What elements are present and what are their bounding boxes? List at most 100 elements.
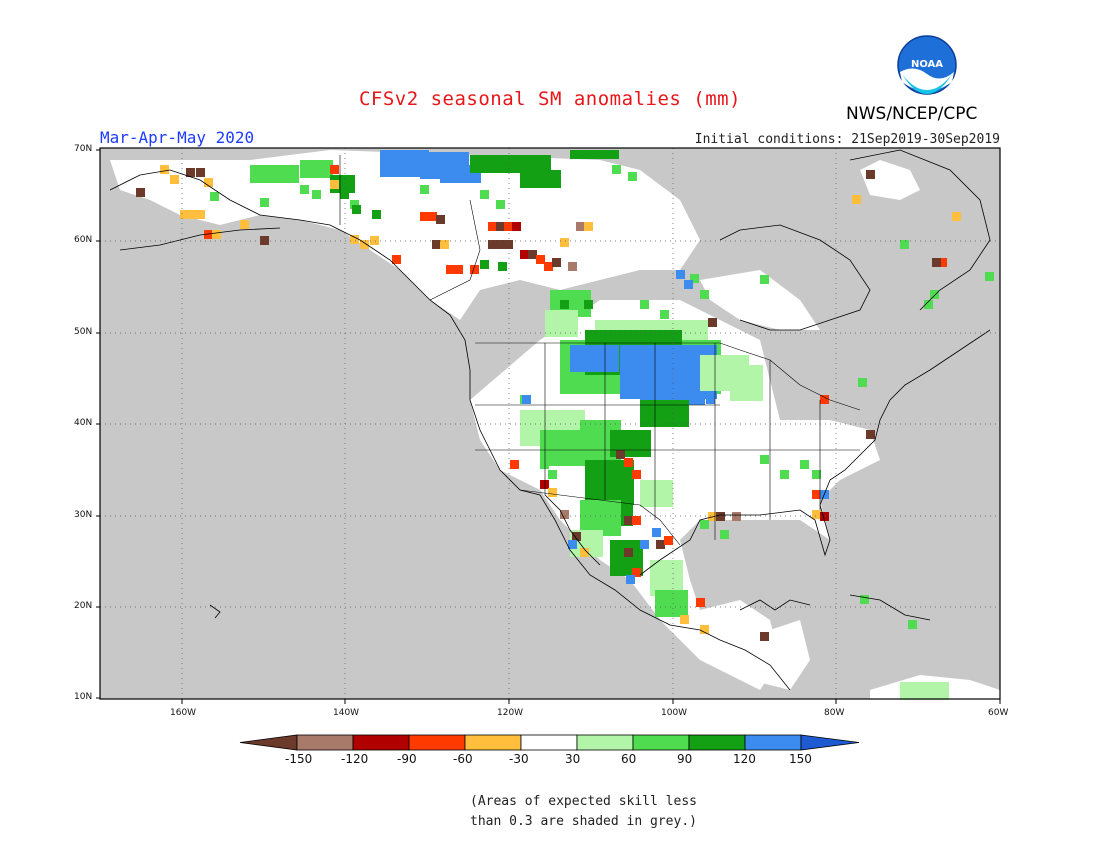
anomaly-cell (600, 376, 609, 385)
anomaly-cell (618, 558, 627, 567)
anomaly-cell (700, 382, 709, 391)
anomaly-cell (634, 549, 643, 558)
anomaly-cell (568, 385, 577, 394)
anomaly-cell (657, 330, 666, 339)
lat-label: 50N (74, 327, 93, 337)
anomaly-cell (136, 188, 145, 197)
anomaly-cell (596, 518, 605, 527)
anomaly-cell (593, 478, 602, 487)
anomaly-cell (564, 457, 573, 466)
anomaly-cell (708, 345, 717, 354)
anomaly-cell (601, 330, 610, 339)
anomaly-cell (456, 174, 465, 183)
anomaly-cell (664, 498, 673, 507)
anomaly-cell (691, 329, 700, 338)
anomaly-cell (486, 155, 495, 164)
anomaly-cell (240, 220, 249, 229)
colorbar-swatch (352, 734, 410, 751)
anomaly-cell (496, 240, 505, 249)
anomaly-cell (625, 330, 634, 339)
anomaly-cell (494, 155, 503, 164)
anomaly-cell (548, 448, 557, 457)
anomaly-cell (388, 159, 397, 168)
anomaly-cell (634, 439, 643, 448)
anomaly-cell (604, 518, 613, 527)
anomaly-cell (544, 410, 553, 419)
lon-label: 140W (333, 708, 360, 718)
anomaly-cell (502, 155, 511, 164)
anomaly-cell (330, 175, 339, 184)
anomaly-cell (528, 428, 537, 437)
anomaly-cell (690, 274, 699, 283)
anomaly-cell (932, 258, 941, 267)
anomaly-cell (680, 418, 689, 427)
anomaly-cell (572, 457, 581, 466)
colorbar-label: 30 (565, 752, 581, 766)
initial-conditions-label: Initial conditions: 21Sep2019-30Sep2019 (694, 132, 1000, 147)
anomaly-cell (676, 370, 685, 379)
anomaly-cell (636, 345, 645, 354)
anomaly-cell (569, 328, 578, 337)
anomaly-cell (560, 367, 569, 376)
anomaly-cell (712, 340, 721, 349)
anomaly-cell (536, 170, 545, 179)
anomaly-cell (540, 480, 549, 489)
anomaly-cell (596, 500, 605, 509)
anomaly-cell (652, 354, 661, 363)
colorbar-swatch (576, 734, 634, 751)
anomaly-cell (520, 179, 529, 188)
anomaly-cell (724, 382, 733, 391)
anomaly-cell (609, 478, 618, 487)
anomaly-cell (664, 418, 673, 427)
anomaly-cell (700, 345, 709, 354)
anomaly-cell (593, 469, 602, 478)
anomaly-cell (760, 275, 769, 284)
anomaly-cell (584, 385, 593, 394)
anomaly-cell (360, 240, 369, 249)
anomaly-cell (586, 354, 595, 363)
anomaly-cell (540, 460, 549, 469)
anomaly-cell (667, 320, 676, 329)
anomaly-cell (640, 409, 649, 418)
anomaly-cell (684, 345, 693, 354)
anomaly-cell (746, 392, 755, 401)
anomaly-cell (664, 536, 673, 545)
anomaly-cell (716, 512, 725, 521)
colorbar-swatch (688, 734, 746, 751)
anomaly-cell (708, 390, 717, 399)
anomaly-cell (640, 387, 649, 396)
anomaly-cell (464, 174, 473, 183)
anomaly-cell (663, 590, 672, 599)
anomaly-cell (595, 320, 604, 329)
anomaly-cell (452, 152, 461, 161)
anomaly-cell (560, 419, 569, 428)
anomaly-cell (553, 319, 562, 328)
anomaly-cell (602, 150, 611, 159)
anomaly-cell (593, 330, 602, 339)
anomaly-cell (404, 168, 413, 177)
anomaly-cell (544, 262, 553, 271)
anomaly-cell (620, 372, 629, 381)
anomaly-cell (266, 165, 275, 174)
anomaly-cell (730, 392, 739, 401)
anomaly-cell (673, 339, 682, 348)
anomaly-cell (641, 339, 650, 348)
anomaly-cell (282, 174, 291, 183)
anomaly-cell (648, 400, 657, 409)
anomaly-cell (658, 569, 667, 578)
anomaly-cell (520, 410, 529, 419)
anomaly-cell (258, 174, 267, 183)
anomaly-cell (812, 490, 821, 499)
anomaly-cell (985, 272, 994, 281)
anomaly-cell (696, 598, 705, 607)
anomaly-cell (444, 152, 453, 161)
anomaly-cell (550, 290, 559, 299)
anomaly-cell (932, 691, 941, 700)
anomaly-cell (556, 439, 565, 448)
anomaly-cell (593, 460, 602, 469)
colorbar-label: 120 (733, 752, 756, 766)
anomaly-cell (544, 170, 553, 179)
anomaly-cell (900, 240, 909, 249)
anomaly-cell (738, 365, 747, 374)
anomaly-cell (625, 339, 634, 348)
